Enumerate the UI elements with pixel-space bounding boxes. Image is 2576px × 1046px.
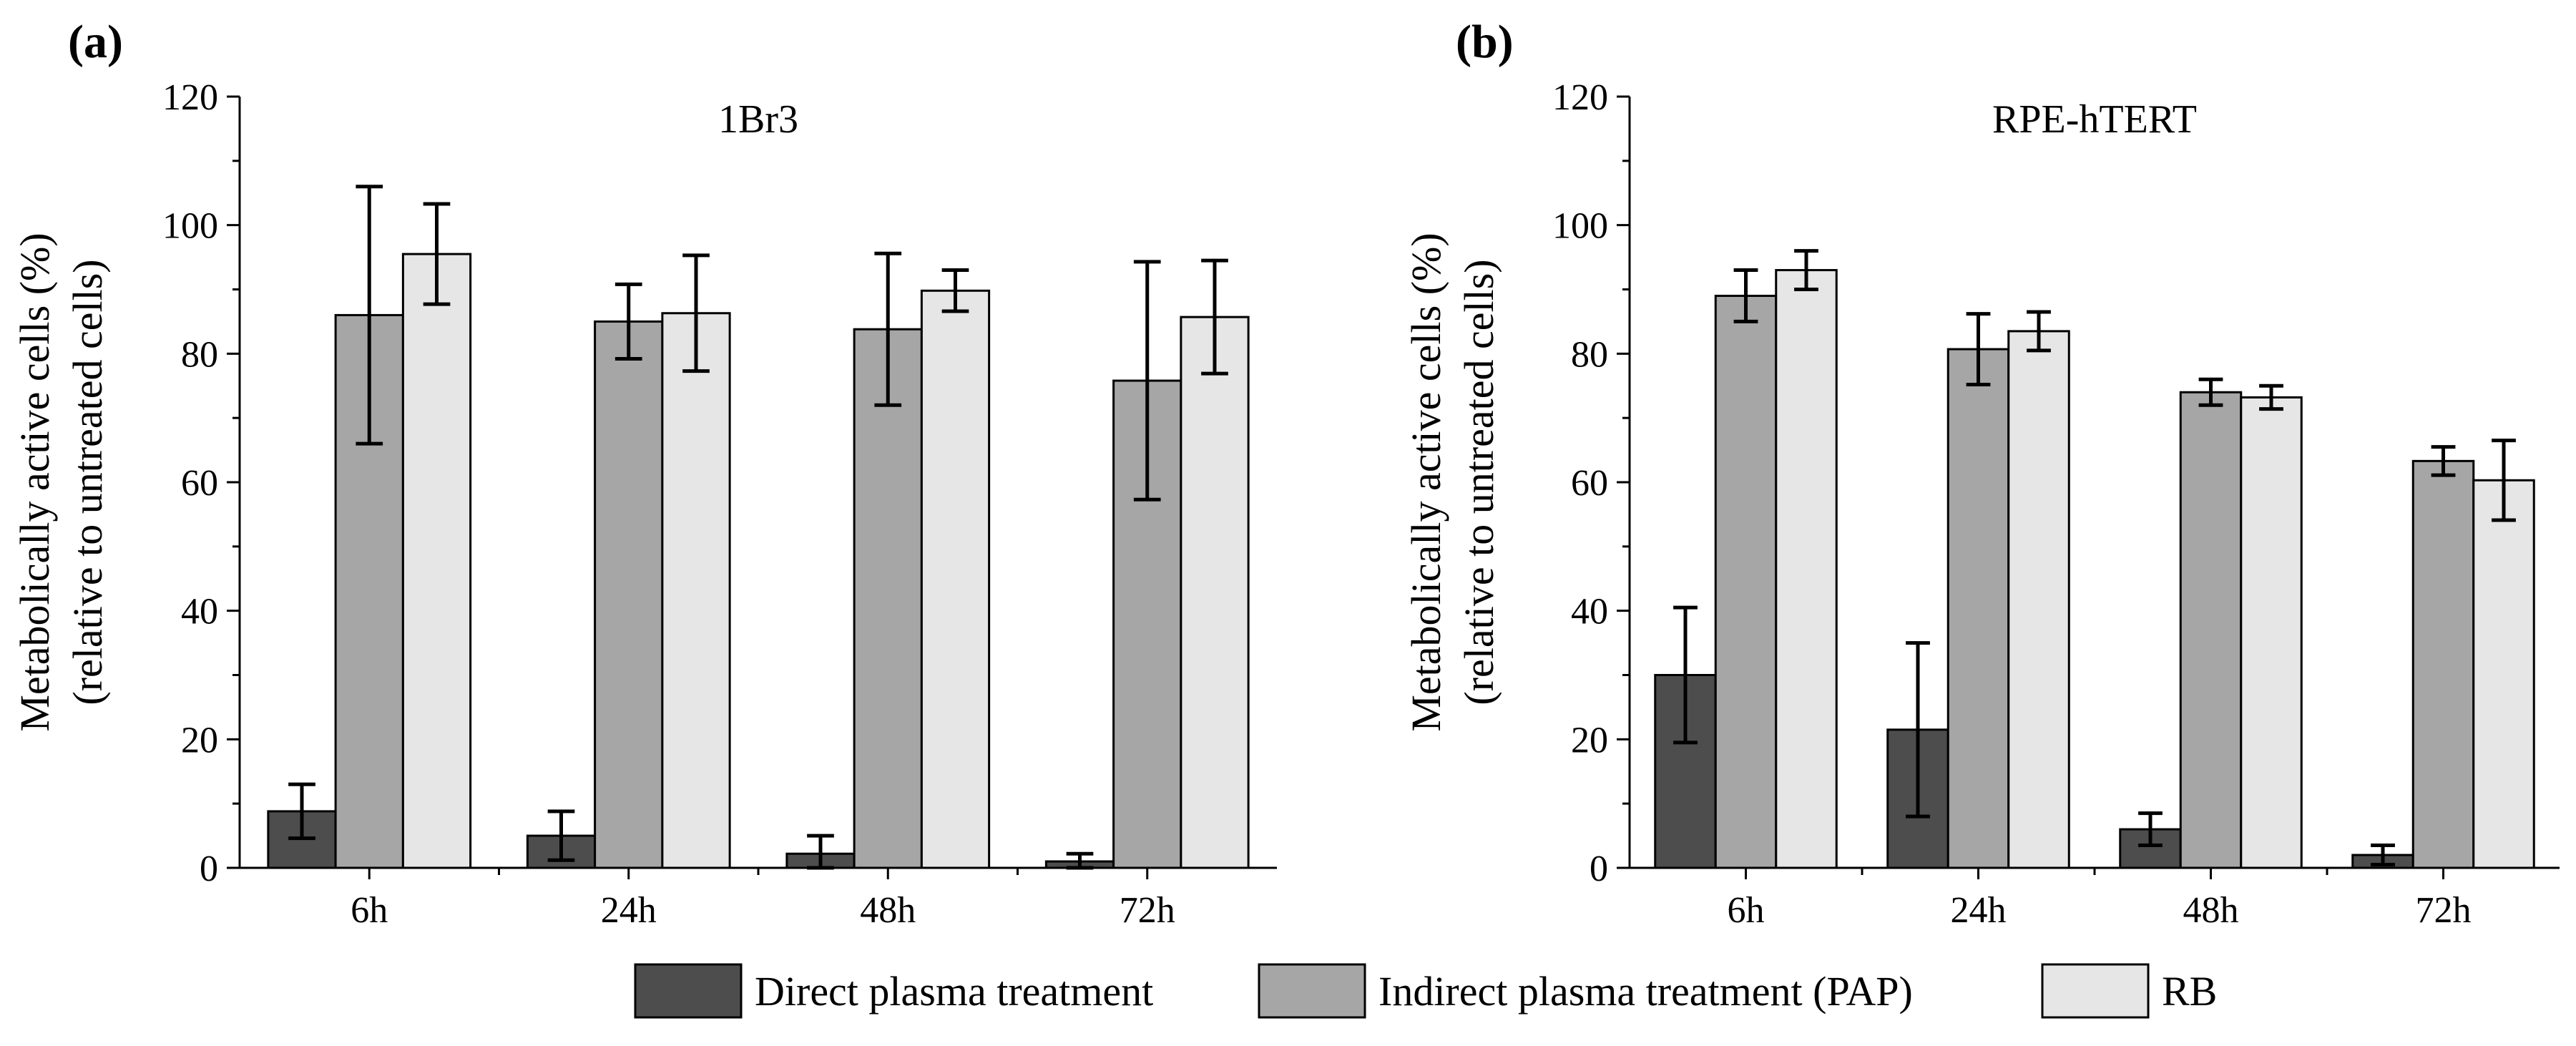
y-tick-label: 20: [1571, 720, 1608, 761]
error-bar: [807, 834, 834, 870]
y-tick-label: 80: [1571, 334, 1608, 375]
legend-label: Indirect plasma treatment (PAP): [1378, 968, 1913, 1015]
y-tick-label: 120: [162, 77, 218, 118]
error-bar: [1066, 851, 1094, 870]
error-bar: [1201, 258, 1228, 376]
bar-rb-6h: [401, 253, 472, 869]
error-bar: [941, 268, 969, 313]
error-bar: [614, 282, 642, 361]
y-tick-label: 120: [1552, 77, 1608, 118]
bar-rb-72h: [1180, 316, 1250, 869]
error-bar: [1673, 605, 1698, 745]
chart-title: RPE-hTERT: [1992, 97, 2197, 142]
y-axis-title-line1: Metabolically active cells (%): [11, 233, 58, 731]
y-tick-label: 60: [1571, 463, 1608, 504]
error-bar: [1133, 260, 1161, 502]
y-axis-title-line1: Metabolically active cells (%): [1403, 233, 1449, 731]
chart-panel-a: (a) 1Br3 Metabolically active cells (%) (re…: [11, 16, 1277, 931]
bar-rb-72h: [2472, 479, 2535, 869]
error-bar: [1966, 312, 1991, 386]
y-tick-label: 0: [200, 849, 218, 889]
legend: Direct plasma treatment Indirect plasma t…: [634, 963, 2217, 1019]
error-bar: [2259, 383, 2283, 411]
x-tick-label: 72h: [1120, 890, 1175, 931]
y-axis-title-line2: (relative to untreated cells): [1456, 259, 1502, 705]
error-bar: [2431, 445, 2456, 477]
error-bar: [2198, 377, 2223, 407]
error-bar: [874, 251, 902, 407]
bar-rb-24h: [2007, 330, 2070, 869]
y-tick-label: 80: [181, 334, 218, 375]
error-bar: [2371, 844, 2395, 867]
bar-rb-48h: [2240, 396, 2303, 869]
x-tick-label: 72h: [2416, 890, 2472, 931]
error-bar: [423, 202, 451, 306]
bar-indirect-plasma-treatment-pap-72h: [2411, 459, 2475, 869]
legend-swatch: [1258, 963, 1366, 1019]
x-tick-label: 24h: [601, 890, 657, 931]
legend-label: RB: [2162, 968, 2217, 1015]
y-tick-label: 0: [1590, 849, 1608, 889]
bar-indirect-plasma-treatment-pap-48h: [2179, 391, 2243, 869]
y-tick-label: 60: [181, 463, 218, 504]
panel-label: (b): [1456, 16, 1514, 68]
error-bar: [356, 185, 383, 446]
x-tick-label: 48h: [2183, 890, 2239, 931]
bar-rb-6h: [1775, 269, 1838, 869]
error-bar: [2492, 439, 2516, 522]
bar-indirect-plasma-treatment-pap-6h: [1714, 294, 1778, 869]
bar-rb-24h: [661, 312, 731, 869]
y-tick-label: 40: [1571, 592, 1608, 632]
bar-indirect-plasma-treatment-pap-48h: [853, 328, 923, 869]
chart-title: 1Br3: [718, 97, 798, 142]
x-tick-label: 6h: [351, 890, 388, 931]
legend-item-3: RB: [2041, 963, 2217, 1019]
legend-item-1: Direct plasma treatment: [634, 963, 1153, 1019]
error-bar: [2027, 310, 2051, 353]
y-tick-label: 100: [162, 206, 218, 247]
error-bar: [2138, 811, 2163, 848]
error-bar: [288, 782, 315, 841]
legend-swatch: [634, 963, 743, 1019]
error-bar: [1733, 268, 1758, 323]
legend-swatch: [2041, 963, 2150, 1019]
legend-item-2: Indirect plasma treatment (PAP): [1258, 963, 1913, 1019]
y-axis-title-line2: (relative to untreated cells): [64, 259, 111, 705]
x-tick-label: 48h: [860, 890, 916, 931]
bar-rb-48h: [920, 289, 991, 869]
panel-label: (a): [68, 16, 123, 68]
error-bar: [1794, 249, 1818, 291]
y-tick-label: 40: [181, 592, 218, 632]
bar-indirect-plasma-treatment-pap-24h: [594, 320, 664, 869]
y-tick-label: 20: [181, 720, 218, 761]
error-bar: [547, 809, 575, 862]
legend-label: Direct plasma treatment: [755, 968, 1153, 1015]
x-tick-label: 24h: [1951, 890, 2007, 931]
y-tick-label: 100: [1552, 206, 1608, 247]
error-bar: [1906, 641, 1930, 818]
bar-indirect-plasma-treatment-pap-24h: [1946, 348, 2010, 869]
chart-panel-b: (b) RPE-hTERT Metabolically active cells (…: [1403, 16, 2560, 931]
error-bar: [682, 253, 710, 373]
x-tick-label: 6h: [1728, 890, 1765, 931]
